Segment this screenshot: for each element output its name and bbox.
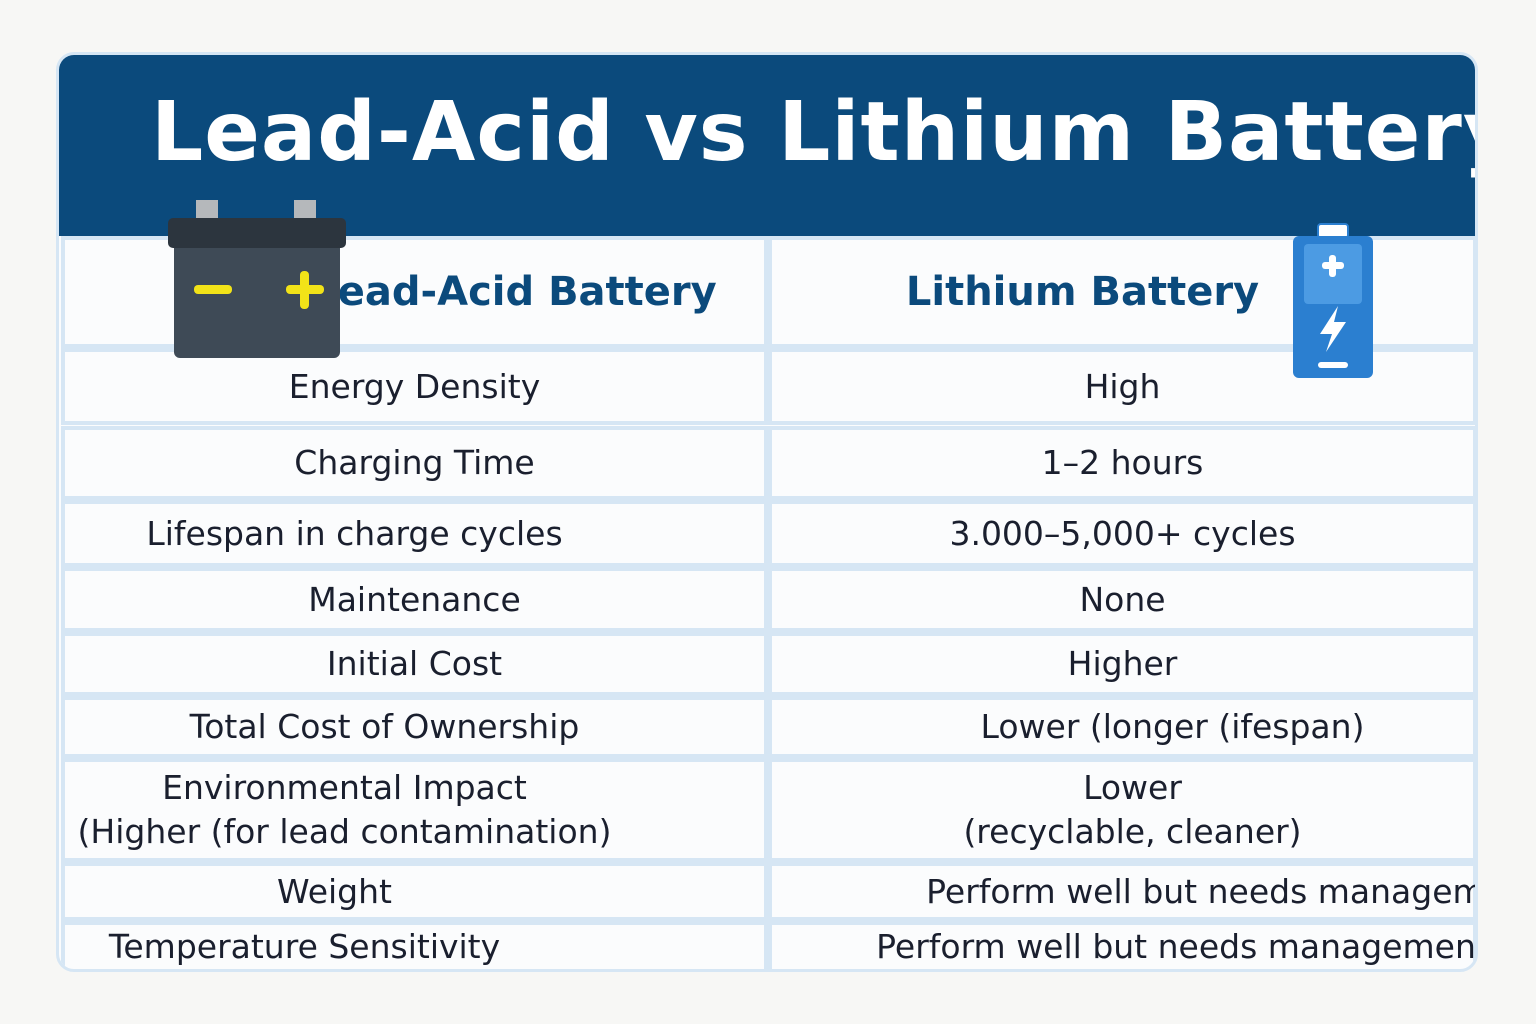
cell-text: Lifespan in charge cycles bbox=[146, 513, 563, 553]
table-cell: Weight bbox=[61, 862, 768, 921]
cell-text: Lower bbox=[1083, 768, 1182, 807]
cell-text: Lead-Acid Battery bbox=[312, 269, 717, 315]
cell-text: Charging Time bbox=[294, 443, 535, 482]
table-cell: 3.000–5,000+ cycles bbox=[768, 500, 1475, 567]
cell-text: High bbox=[1084, 366, 1161, 406]
table-cell: Charging Time bbox=[61, 426, 768, 500]
table-cell: Total Cost of Ownership bbox=[61, 696, 768, 758]
cell-text: (Higher (for lead contamination) bbox=[77, 812, 612, 851]
cell-text: Lower (longer (ifespan) bbox=[980, 707, 1365, 746]
title: Lead-Acid vs Lithium Battery bbox=[151, 85, 1478, 180]
table-cell: Higher bbox=[768, 632, 1475, 696]
table-cell: Temperature Sensitivity bbox=[61, 921, 768, 969]
table-cell: High bbox=[768, 348, 1475, 425]
cell-text: Initial Cost bbox=[326, 644, 503, 683]
cell-text: Perform well but needs management bbox=[876, 927, 1478, 966]
table-cell: None bbox=[768, 567, 1475, 632]
cell-text: Energy Density bbox=[288, 366, 541, 406]
cell-text: Weight bbox=[277, 871, 392, 911]
cell-text: 1–2 hours bbox=[1041, 443, 1204, 482]
cell-text: Temperature Sensitivity bbox=[108, 927, 501, 966]
table-cell: Lower (longer (ifespan) bbox=[768, 696, 1475, 758]
table-cell: Environmental Impact (Higher (for lead co… bbox=[61, 758, 768, 862]
cell-text: Lithium Battery bbox=[905, 269, 1260, 315]
column-header: Lead-Acid Battery bbox=[61, 236, 768, 348]
table-cell: Lifespan in charge cycles bbox=[61, 500, 768, 567]
cell-text: Environmental Impact bbox=[162, 768, 527, 807]
cell-text: None bbox=[1079, 579, 1166, 619]
table-cell: Lower (recyclable, cleaner) bbox=[768, 758, 1475, 862]
cell-text: Higher bbox=[1067, 644, 1178, 683]
table-cell: Energy Density bbox=[61, 348, 768, 425]
cell-text: Total Cost of Ownership bbox=[189, 707, 580, 746]
cell-text: Maintenance bbox=[308, 579, 521, 619]
column-header: Lithium Battery bbox=[768, 236, 1475, 348]
lead-acid-icon bbox=[168, 200, 346, 358]
cell-text: (recyclable, cleaner) bbox=[963, 812, 1302, 851]
comparison-card: Lead-Acid vs Lithium Battery Lead-Acid B… bbox=[56, 52, 1478, 972]
cell-text: Perform well but needs management bbox=[926, 871, 1478, 911]
lithium-icon bbox=[1293, 223, 1373, 378]
table-cell: Initial Cost bbox=[61, 632, 768, 696]
table-cell: Perform well but needs management bbox=[768, 921, 1478, 969]
table-cell: 1–2 hours bbox=[768, 426, 1475, 500]
cell-text: 3.000–5,000+ cycles bbox=[949, 513, 1296, 553]
table-cell: Maintenance bbox=[61, 567, 768, 632]
table-cell: Perform well but needs management bbox=[768, 862, 1478, 921]
